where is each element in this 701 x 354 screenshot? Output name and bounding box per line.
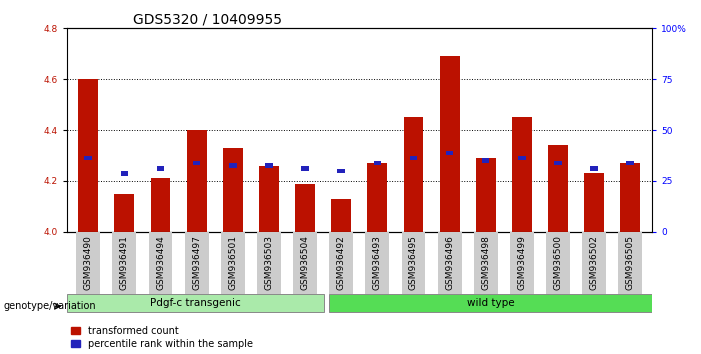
Bar bbox=[482, 158, 489, 163]
Text: GSM936493: GSM936493 bbox=[373, 235, 382, 290]
Bar bbox=[193, 161, 200, 165]
Bar bbox=[85, 156, 92, 160]
Bar bbox=[590, 166, 598, 171]
Text: GSM936492: GSM936492 bbox=[336, 235, 346, 290]
Bar bbox=[332, 199, 351, 232]
Text: GSM936490: GSM936490 bbox=[84, 235, 93, 290]
Text: GSM936499: GSM936499 bbox=[517, 235, 526, 290]
Bar bbox=[446, 151, 454, 155]
Text: GDS5320 / 10409955: GDS5320 / 10409955 bbox=[133, 12, 283, 27]
Text: genotype/variation: genotype/variation bbox=[4, 301, 96, 311]
Bar bbox=[584, 173, 604, 232]
Bar bbox=[265, 164, 273, 168]
FancyBboxPatch shape bbox=[149, 232, 172, 294]
FancyBboxPatch shape bbox=[221, 232, 245, 294]
Bar bbox=[512, 118, 532, 232]
Text: Pdgf-c transgenic: Pdgf-c transgenic bbox=[150, 298, 240, 308]
Text: GSM936505: GSM936505 bbox=[626, 235, 634, 290]
Bar bbox=[440, 56, 460, 232]
FancyBboxPatch shape bbox=[618, 232, 642, 294]
Legend: transformed count, percentile rank within the sample: transformed count, percentile rank withi… bbox=[72, 326, 253, 349]
Bar bbox=[476, 158, 496, 232]
Bar bbox=[409, 156, 417, 160]
FancyBboxPatch shape bbox=[112, 232, 136, 294]
Bar bbox=[295, 183, 315, 232]
Text: GSM936502: GSM936502 bbox=[590, 235, 599, 290]
FancyBboxPatch shape bbox=[329, 232, 353, 294]
FancyBboxPatch shape bbox=[510, 232, 533, 294]
FancyBboxPatch shape bbox=[365, 232, 389, 294]
FancyBboxPatch shape bbox=[257, 232, 281, 294]
Text: GSM936497: GSM936497 bbox=[192, 235, 201, 290]
Bar bbox=[548, 145, 568, 232]
FancyBboxPatch shape bbox=[474, 232, 498, 294]
Text: wild type: wild type bbox=[467, 298, 515, 308]
Bar bbox=[114, 194, 135, 232]
Bar bbox=[79, 79, 98, 232]
FancyBboxPatch shape bbox=[437, 232, 461, 294]
Text: GSM936496: GSM936496 bbox=[445, 235, 454, 290]
Text: GSM936501: GSM936501 bbox=[229, 235, 238, 290]
FancyBboxPatch shape bbox=[67, 294, 325, 312]
FancyBboxPatch shape bbox=[76, 232, 100, 294]
Bar bbox=[121, 171, 128, 176]
Bar bbox=[374, 161, 381, 165]
Bar bbox=[151, 178, 170, 232]
Bar bbox=[157, 166, 164, 171]
Bar bbox=[404, 118, 423, 232]
Bar bbox=[627, 161, 634, 165]
Bar bbox=[337, 169, 345, 173]
Bar bbox=[367, 163, 387, 232]
FancyBboxPatch shape bbox=[402, 232, 426, 294]
Bar bbox=[620, 163, 640, 232]
Text: GSM936498: GSM936498 bbox=[481, 235, 490, 290]
Text: GSM936494: GSM936494 bbox=[156, 235, 165, 290]
Bar bbox=[554, 161, 562, 165]
Bar bbox=[186, 130, 207, 232]
Text: GSM936504: GSM936504 bbox=[301, 235, 310, 290]
Text: GSM936503: GSM936503 bbox=[264, 235, 273, 290]
FancyBboxPatch shape bbox=[546, 232, 570, 294]
Bar bbox=[223, 148, 243, 232]
Bar bbox=[229, 164, 236, 168]
Bar bbox=[518, 156, 526, 160]
FancyBboxPatch shape bbox=[293, 232, 317, 294]
Text: GSM936500: GSM936500 bbox=[554, 235, 562, 290]
FancyBboxPatch shape bbox=[583, 232, 606, 294]
FancyBboxPatch shape bbox=[329, 294, 652, 312]
Bar bbox=[259, 166, 279, 232]
Text: GSM936491: GSM936491 bbox=[120, 235, 129, 290]
Bar bbox=[301, 166, 309, 171]
FancyBboxPatch shape bbox=[185, 232, 209, 294]
Text: GSM936495: GSM936495 bbox=[409, 235, 418, 290]
